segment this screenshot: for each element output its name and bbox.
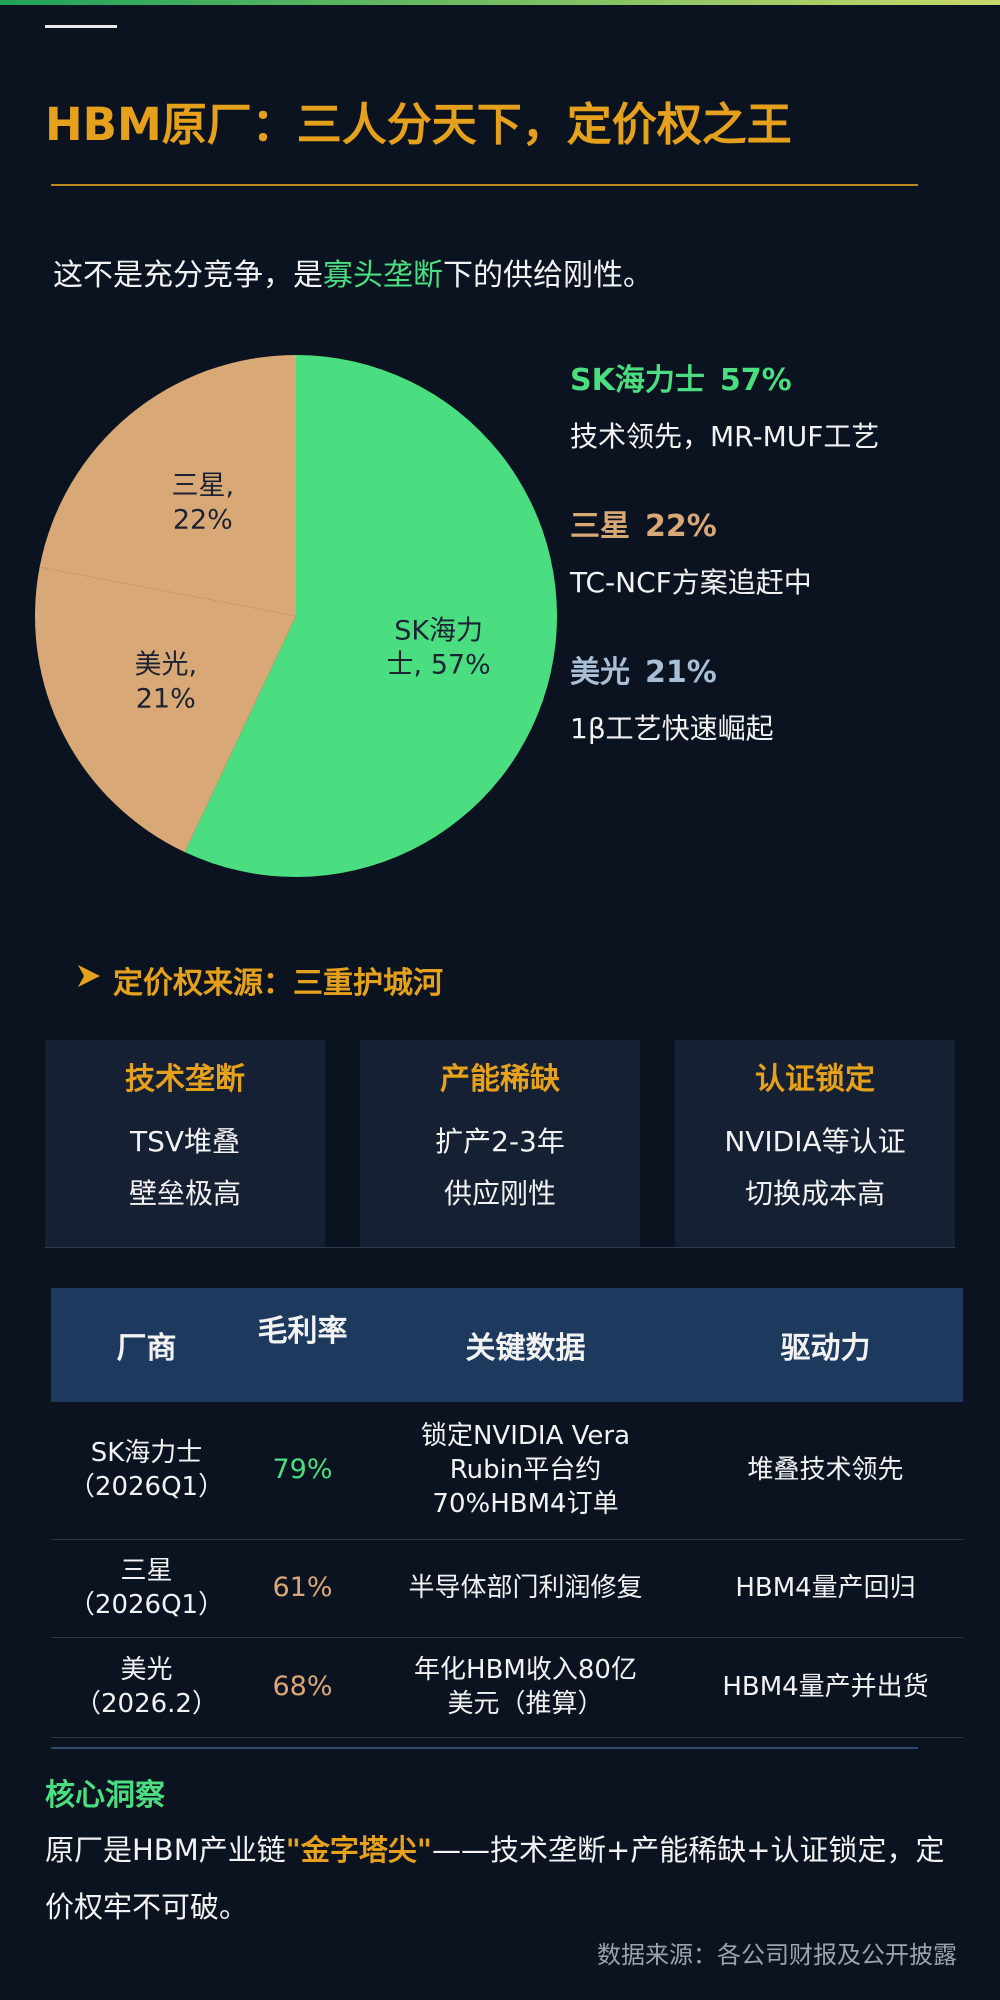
table-cell: HBM4量产并出货 xyxy=(688,1637,963,1738)
cell-line: 美元（推算） xyxy=(447,1689,604,1719)
cell-line: SK海力士 xyxy=(90,1438,203,1469)
legend-value: 21% xyxy=(645,655,717,690)
slice-label: 美光, 21% xyxy=(134,649,198,715)
section-title: 定价权来源：三重护城河 xyxy=(113,966,443,1001)
cell-line: （2026.2） xyxy=(75,1689,218,1719)
card: 技术垄断 TSV堆叠壁垒极高 xyxy=(45,1040,325,1247)
legend-name: SK海力士 57% xyxy=(570,355,879,399)
table-header-cell: 关键数据 xyxy=(363,1288,688,1402)
margin-cell: 68% xyxy=(242,1637,363,1738)
cell-line: 锁定NVIDIA Vera xyxy=(420,1421,631,1452)
cell-line: 三星 xyxy=(120,1556,173,1586)
title: HBM原厂：三人分天下，定价权之王 xyxy=(45,98,792,151)
table-cell: 半导体部门利润修复 xyxy=(363,1539,688,1638)
insight-part: 原厂是HBM产业链 xyxy=(45,1833,286,1867)
subtitle-text: 下的供给刚性。 xyxy=(443,258,653,293)
pie-chart xyxy=(35,355,558,877)
table: 厂商 毛利率 关键数据 驱动力 SK海力士 （2026Q1） 79% 锁定NVIDIA Ve… xyxy=(51,1288,963,1738)
table-cell: 锁定NVIDIA Vera Rubin平台约 70%HBM4订单 xyxy=(363,1402,688,1540)
card-line: 扩产2-3年 xyxy=(435,1125,565,1158)
cell-line: Rubin平台约 xyxy=(449,1455,602,1486)
table-cell: 美光 （2026.2） xyxy=(51,1637,242,1738)
insight-part: ——技术垄断+产能稀缺+认证锁定，定价权牢不可破。 xyxy=(45,1833,945,1924)
insight-highlight: "金字塔尖" xyxy=(285,1833,432,1867)
cell-line: 美光 xyxy=(120,1655,173,1685)
card-line: 壁垒极高 xyxy=(128,1177,241,1210)
table-cell: 三星 （2026Q1） xyxy=(51,1539,242,1638)
card-title: 认证锁定 xyxy=(755,1062,875,1097)
divider xyxy=(45,1247,955,1248)
legend-desc: TC-NCF方案追赶中 xyxy=(570,566,812,599)
card-line: TSV堆叠 xyxy=(129,1125,241,1158)
legend-entry: 美光 21% 1β工艺快速崛起 xyxy=(570,647,879,747)
legend-desc: 1β工艺快速崛起 xyxy=(570,712,774,745)
margin-cell: 79% xyxy=(242,1402,363,1540)
cell-line: （2026Q1） xyxy=(68,1590,225,1620)
slice-label: SK海力士, 57% xyxy=(386,615,491,680)
table-row: 三星 （2026Q1） 61% 半导体部门利润修复 HBM4量产回归 xyxy=(51,1539,963,1638)
legend-label: 三星 xyxy=(570,509,630,544)
pie-slice xyxy=(184,355,558,877)
pie-slice xyxy=(39,355,297,616)
table-cell: SK海力士 （2026Q1） xyxy=(51,1402,242,1540)
cell-line: 70%HBM4订单 xyxy=(432,1489,619,1520)
divider xyxy=(51,1747,918,1749)
table-cell: 堆叠技术领先 xyxy=(688,1402,963,1540)
subtitle-highlight: 寡头垄断 xyxy=(323,258,443,293)
card: 产能稀缺 扩产2-3年 供应刚性 xyxy=(360,1040,640,1247)
table-row: SK海力士 （2026Q1） 79% 锁定NVIDIA Vera Rubin平台约 70%… xyxy=(51,1402,963,1540)
insight-title: 核心洞察 xyxy=(45,1778,165,1813)
table-header: 厂商 毛利率 关键数据 驱动力 xyxy=(51,1288,963,1402)
legend-name: 美光 21% xyxy=(570,647,879,691)
card-title: 技术垄断 xyxy=(125,1062,245,1097)
legend-entry: 三星 22% TC-NCF方案追赶中 xyxy=(570,501,879,601)
legend-value: 57% xyxy=(719,363,792,398)
card-line: NVIDIA等认证 xyxy=(724,1125,906,1158)
table-cell: 年化HBM收入80亿 美元（推算） xyxy=(363,1637,688,1738)
legend-entry: SK海力士 57% 技术领先，MR-MUF工艺 xyxy=(570,355,879,455)
top-bar xyxy=(0,0,1000,5)
insight-text: 原厂是HBM产业链"金字塔尖"——技术垄断+产能稀缺+认证锁定，定价权牢不可破。 xyxy=(45,1822,965,1936)
table-header-cell: 厂商 xyxy=(51,1288,242,1402)
legend-label: 美光 xyxy=(570,655,630,690)
card-line: 切换成本高 xyxy=(744,1177,885,1210)
cell-line: （2026Q1） xyxy=(68,1472,225,1503)
title-rule xyxy=(51,184,918,186)
margin-cell: 61% xyxy=(242,1539,363,1638)
legend-desc: 技术领先，MR-MUF工艺 xyxy=(570,420,880,453)
table-row: 美光 （2026.2） 68% 年化HBM收入80亿 美元（推算） HBM4量产并出货 xyxy=(51,1637,963,1738)
legend: SK海力士 57% 技术领先，MR-MUF工艺 三星 22% TC-NCF方案追赶中美… xyxy=(570,355,879,793)
legend-name: 三星 22% xyxy=(570,501,879,545)
cell-line: 年化HBM收入80亿 xyxy=(414,1655,637,1685)
table-header-cell: 驱动力 xyxy=(688,1288,963,1402)
slice-label: 三星, 22% xyxy=(171,470,235,536)
card: 认证锁定 NVIDIA等认证 切换成本高 xyxy=(675,1040,955,1247)
cell-line: 半导体部门利润修复 xyxy=(408,1573,643,1603)
pie-slice xyxy=(35,567,297,853)
subtitle: 这不是充分竞争，是寡头垄断下的供给刚性。 xyxy=(53,250,653,294)
arrow-icon xyxy=(78,965,100,987)
table-cell: HBM4量产回归 xyxy=(688,1539,963,1638)
card-title: 产能稀缺 xyxy=(440,1062,560,1097)
table-header-cell: 毛利率 xyxy=(242,1288,363,1402)
card-line: 供应刚性 xyxy=(443,1177,556,1210)
source: 数据来源：各公司财报及公开披露 xyxy=(597,1941,957,1969)
legend-label: SK海力士 xyxy=(570,363,705,398)
title-accent xyxy=(45,25,117,28)
subtitle-text: 这不是充分竞争，是 xyxy=(53,258,323,293)
legend-value: 22% xyxy=(645,509,717,544)
